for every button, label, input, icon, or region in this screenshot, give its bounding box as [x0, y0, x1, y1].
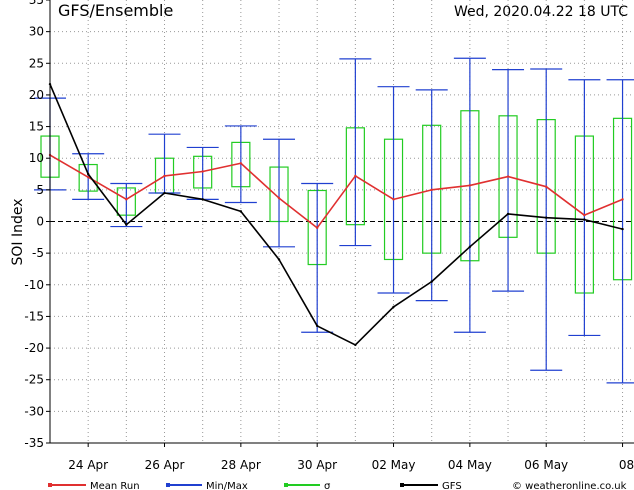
legend-label-sigma: σ	[324, 481, 331, 490]
x-tick-label: 06 May	[524, 458, 568, 472]
y-tick-label: 0	[36, 215, 44, 229]
series-point-gfs	[201, 198, 204, 201]
series-point-gfs	[239, 210, 243, 213]
series-point-gfs	[392, 305, 395, 309]
legend-label-gfs: GFS	[442, 481, 462, 490]
series-point-mean-run	[621, 198, 624, 201]
y-tick-label: -25	[24, 373, 44, 387]
series-point-mean-run	[468, 184, 472, 187]
credit-text: © weatheronline.co.uk	[512, 481, 627, 490]
y-tick-label: -30	[24, 404, 44, 418]
x-tick-label: 24 Apr	[68, 458, 108, 472]
run-date-label: Wed, 2020.04.22 18 UTC	[454, 4, 628, 20]
y-tick-label: -10	[24, 278, 44, 292]
y-tick-label: -35	[24, 436, 44, 450]
series-layer	[48, 82, 624, 347]
series-point-mean-run	[392, 198, 395, 201]
series-line-gfs	[49, 83, 623, 346]
y-axis-label: SOI Index	[10, 198, 26, 265]
series-point-mean-run	[125, 198, 128, 201]
x-tick-label: 08	[619, 458, 634, 472]
y-tick-label: -20	[24, 341, 44, 355]
series-point-mean-run	[315, 226, 319, 230]
legend-dot-gfs	[400, 483, 404, 487]
y-tick-label: 5	[36, 183, 44, 197]
y-tick-label: 20	[29, 88, 44, 102]
series-point-mean-run	[583, 213, 586, 217]
grid-layer	[49, 0, 634, 443]
y-tick-label: 25	[29, 56, 44, 70]
y-tick-label: 15	[29, 120, 44, 134]
legend-item-mean-run: Mean Run	[48, 481, 140, 490]
y-tick-label: 30	[29, 25, 44, 39]
series-point-mean-run	[201, 170, 204, 173]
series-point-gfs	[583, 218, 586, 221]
series-point-mean-run	[277, 196, 281, 200]
legend-dot-sigma	[284, 483, 288, 487]
y-tick-label: 35	[29, 0, 44, 7]
series-point-gfs	[506, 212, 510, 216]
series-point-mean-run	[86, 176, 90, 179]
legend-item-sigma: σ	[284, 481, 331, 490]
legend-dot-min-max	[166, 483, 170, 487]
legend-dot-mean-run	[48, 483, 52, 487]
series-point-gfs	[86, 172, 90, 176]
x-tick-label: 26 Apr	[145, 458, 185, 472]
series-point-gfs	[315, 324, 319, 328]
series-point-mean-run	[239, 162, 243, 165]
series-point-mean-run	[354, 174, 357, 178]
series-point-mean-run	[163, 174, 166, 178]
series-point-mean-run	[430, 188, 433, 192]
series-point-gfs	[468, 245, 472, 249]
series-point-gfs	[545, 216, 548, 219]
x-tick-label: 04 May	[448, 458, 492, 472]
y-tick-label: -15	[24, 309, 44, 323]
series-point-gfs	[277, 258, 281, 261]
series-point-gfs	[163, 191, 166, 195]
minmax-layer	[34, 57, 634, 384]
legend-label-mean-run: Mean Run	[90, 481, 140, 490]
series-point-gfs	[354, 343, 357, 347]
x-tick-label: 30 Apr	[297, 458, 337, 472]
x-tick-label: 02 May	[372, 458, 416, 472]
axis-layer: -35 -30 -25 -20 -15 -10 -5 0 5 10 15 20 25 30 35 24 Apr…	[24, 0, 634, 472]
series-line-mean-run	[49, 154, 623, 229]
y-tick-label: 10	[29, 151, 44, 165]
legend-item-min-max: Min/Max	[166, 481, 248, 490]
series-point-mean-run	[545, 185, 548, 188]
chart-title: GFS/Ensemble	[58, 1, 173, 20]
series-point-mean-run	[506, 175, 510, 178]
x-tick-label: 28 Apr	[221, 458, 261, 472]
legend-item-gfs: GFS	[400, 481, 462, 490]
y-tick-label: -5	[32, 246, 44, 260]
series-point-gfs	[621, 227, 624, 231]
series-point-gfs	[125, 223, 128, 226]
legend: Mean Run Min/Max σ GFS © weatheronline.c…	[48, 481, 627, 490]
legend-label-min-max: Min/Max	[206, 481, 248, 490]
series-point-gfs	[430, 280, 433, 283]
